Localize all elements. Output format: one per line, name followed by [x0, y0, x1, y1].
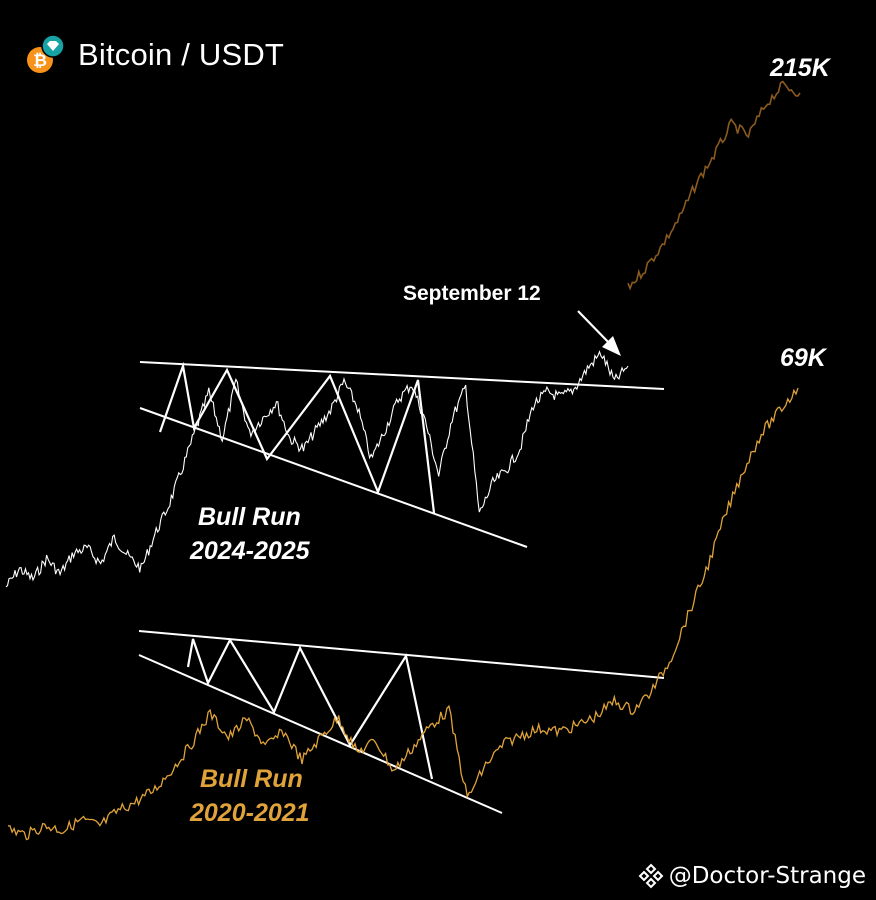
annotation-arrow — [577, 310, 621, 356]
arrow-head — [602, 336, 621, 356]
bull-run-2021-label: Bull Run — [200, 765, 303, 793]
pair-title: Bitcoin / USDT — [78, 37, 285, 72]
series-2020-2021 — [7, 387, 799, 841]
zigzag-2025 — [158, 361, 436, 514]
binance-icon — [638, 863, 664, 889]
series-2024-2025 — [5, 350, 629, 588]
arrow-shaft — [577, 310, 614, 348]
pattern-lines — [138, 361, 665, 814]
lower-trendline-2025 — [139, 407, 528, 548]
zigzag-2021 — [186, 637, 434, 780]
upper-trendline-2025 — [139, 361, 665, 390]
bull-run-2021-years: 2020-2021 — [190, 799, 310, 827]
september-label: September 12 — [403, 282, 541, 305]
chart-header: ₿ Bitcoin / USDT — [26, 34, 284, 76]
peak-label-2021: 69K — [780, 344, 826, 372]
bitcoin-icon: ₿ — [27, 34, 65, 73]
svg-text:₿: ₿ — [33, 51, 47, 70]
bull-run-2025-years: 2024-2025 — [190, 537, 310, 565]
price-series — [5, 80, 801, 841]
upper-trendline-2021 — [138, 630, 665, 679]
watermark-text: @Doctor-Strange — [668, 863, 866, 889]
peak-label-2025: 215K — [770, 54, 830, 82]
projection-series — [627, 80, 801, 291]
bull-run-2025-label: Bull Run — [198, 503, 301, 531]
watermark: @Doctor-Strange — [637, 862, 866, 890]
